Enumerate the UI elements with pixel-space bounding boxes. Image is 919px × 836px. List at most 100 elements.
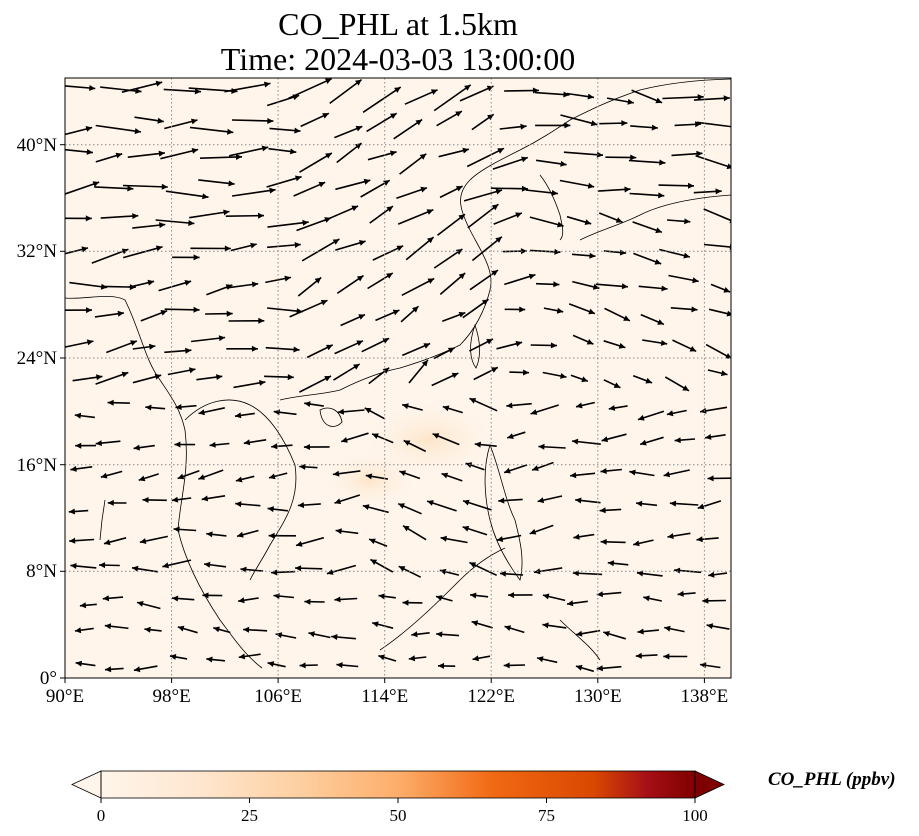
wind-arrow-head bbox=[575, 497, 582, 504]
wind-arrow-head bbox=[596, 591, 603, 598]
wind-arrow-head bbox=[355, 143, 362, 150]
wind-arrow-shaft bbox=[696, 121, 731, 128]
wind-arrow-head bbox=[293, 346, 300, 353]
wind-arrow-head bbox=[638, 414, 645, 421]
colorbar-tick-label: 100 bbox=[682, 806, 708, 825]
wind-arrow-head bbox=[107, 399, 114, 406]
wind-arrow-head bbox=[137, 601, 144, 607]
wind-arrow-head bbox=[655, 97, 663, 104]
wind-arrow-head bbox=[491, 367, 498, 373]
wind-arrow-head bbox=[519, 306, 526, 313]
wind-arrow-shaft bbox=[662, 96, 704, 100]
wind-arrow-shaft bbox=[199, 156, 243, 159]
wind-arrow-shaft bbox=[463, 189, 503, 202]
wind-arrow-head bbox=[158, 150, 165, 157]
wind-arrow-head bbox=[359, 240, 366, 246]
wind-arrow-head bbox=[663, 653, 670, 660]
wind-arrow-shaft bbox=[94, 186, 134, 190]
wind-arrow-shaft bbox=[329, 78, 363, 105]
wind-arrow-head bbox=[637, 628, 644, 635]
wind-arrow-shaft bbox=[229, 146, 269, 157]
wind-arrow-shaft bbox=[289, 299, 328, 318]
y-tick-label: 24°N bbox=[17, 348, 58, 369]
x-tick-label: 98°E bbox=[152, 686, 190, 707]
wind-arrow-head bbox=[503, 662, 510, 669]
wind-arrow-head bbox=[564, 122, 571, 129]
wind-arrow-head bbox=[382, 338, 390, 344]
wind-arrow-head bbox=[362, 504, 370, 510]
wind-arrow-head bbox=[664, 625, 671, 632]
wind-arrow-shaft bbox=[198, 179, 235, 185]
wind-arrow-head bbox=[688, 182, 694, 189]
wind-arrow-shaft bbox=[267, 221, 309, 228]
wind-arrow-head bbox=[439, 568, 447, 575]
wind-arrow-head bbox=[458, 273, 466, 280]
wind-arrow-shaft bbox=[628, 159, 666, 164]
wind-arrow-shaft bbox=[155, 219, 195, 225]
wind-arrow-head bbox=[115, 152, 123, 159]
x-axis-ticks bbox=[64, 678, 705, 683]
wind-arrow-head bbox=[107, 499, 114, 506]
wind-arrow-head bbox=[370, 559, 378, 565]
wind-arrow-head bbox=[398, 503, 405, 509]
wind-arrow-head bbox=[159, 222, 166, 229]
x-tick-label: 114°E bbox=[361, 686, 408, 707]
wind-arrow-head bbox=[304, 598, 311, 605]
wind-arrow-head bbox=[264, 81, 271, 88]
wind-arrow-head bbox=[75, 442, 82, 449]
wind-arrow-head bbox=[104, 539, 111, 546]
wind-arrow-shaft bbox=[335, 179, 371, 191]
wind-arrow-head bbox=[706, 623, 714, 630]
wind-arrow-head bbox=[194, 88, 201, 95]
wind-arrow-head bbox=[515, 212, 522, 218]
wind-arrow-head bbox=[177, 625, 185, 632]
wind-arrow-head bbox=[154, 373, 162, 380]
wind-arrow-head bbox=[576, 402, 583, 409]
colorbar-gradient bbox=[101, 771, 695, 798]
wind-arrow-head bbox=[563, 91, 570, 98]
wind-arrow-head bbox=[68, 508, 75, 515]
wind-arrow-head bbox=[191, 148, 199, 154]
wind-arrow-shaft bbox=[563, 151, 604, 156]
wind-arrow-head bbox=[627, 98, 634, 105]
wind-arrow-head bbox=[542, 622, 549, 629]
wind-arrow-head bbox=[133, 444, 140, 451]
wind-arrow-head bbox=[326, 569, 334, 575]
wind-arrow-head bbox=[523, 369, 529, 376]
wind-arrow-head bbox=[408, 655, 416, 662]
wind-arrow-head bbox=[295, 565, 302, 572]
wind-arrow-head bbox=[689, 346, 697, 352]
wind-arrow-shaft bbox=[362, 86, 402, 113]
wind-arrow-head bbox=[581, 376, 588, 383]
wind-arrow-head bbox=[430, 89, 438, 95]
wind-arrow-shaft bbox=[433, 84, 472, 112]
wind-arrow-head bbox=[629, 469, 636, 476]
wind-arrow-shaft bbox=[95, 124, 142, 133]
wind-arrow-head bbox=[204, 561, 211, 568]
wind-arrow-head bbox=[95, 440, 102, 447]
wind-arrow-head bbox=[85, 215, 92, 222]
wind-arrow-shaft bbox=[160, 148, 199, 160]
wind-arrow-head bbox=[640, 439, 647, 446]
wind-arrow-head bbox=[69, 537, 76, 544]
wind-arrow-head bbox=[138, 475, 146, 482]
wind-arrow-head bbox=[427, 278, 435, 284]
wind-arrow-head bbox=[303, 444, 310, 450]
wind-arrow-head bbox=[132, 213, 139, 220]
wind-arrow-head bbox=[134, 128, 141, 135]
wind-arrow-shaft bbox=[266, 175, 302, 188]
wind-arrow-head bbox=[462, 147, 469, 154]
wind-arrow-head bbox=[223, 209, 230, 216]
wind-arrow-head bbox=[322, 113, 329, 119]
wind-arrow-head bbox=[463, 499, 470, 506]
wind-arrow-head bbox=[308, 631, 315, 638]
wind-arrow-head bbox=[193, 306, 200, 313]
wind-arrow-head bbox=[507, 433, 514, 439]
wind-arrow-shaft bbox=[299, 152, 333, 173]
wind-arrow-head bbox=[334, 596, 341, 603]
wind-arrow-head bbox=[351, 205, 359, 212]
x-tick-label: 122°E bbox=[467, 686, 515, 707]
wind-arrow-head bbox=[677, 590, 684, 597]
wind-arrow-head bbox=[551, 190, 558, 196]
wind-arrow-head bbox=[696, 150, 703, 157]
